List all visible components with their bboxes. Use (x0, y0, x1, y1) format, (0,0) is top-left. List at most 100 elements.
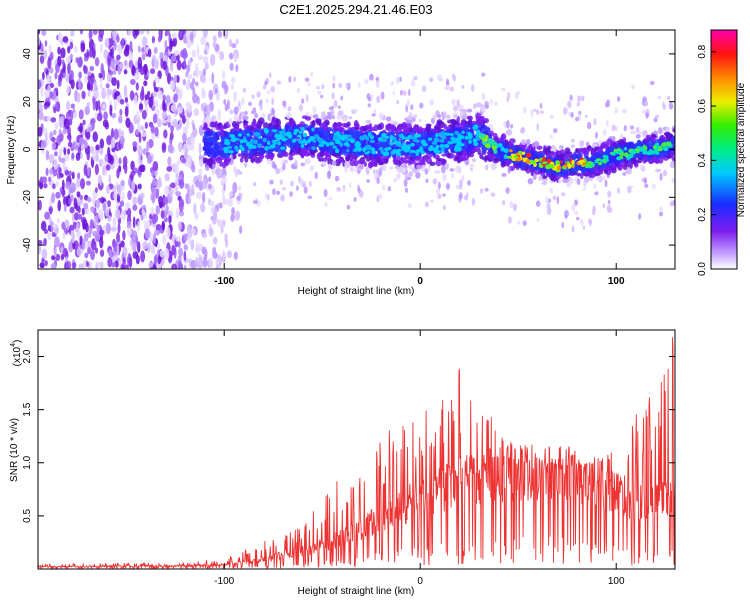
heat-cell (484, 164, 489, 171)
heat-cell (209, 54, 216, 66)
heat-cell (158, 30, 162, 40)
heat-cell (132, 196, 138, 206)
heat-core-cell (648, 149, 653, 153)
heat-core-cell (242, 136, 247, 141)
heat-cell (427, 150, 434, 155)
heat-cell (357, 184, 360, 192)
heat-core-cell (266, 140, 271, 146)
heat-cell (167, 122, 171, 128)
heat-cell (124, 97, 129, 103)
heat-cell (323, 188, 328, 197)
heat-cell (62, 128, 67, 135)
heat-cell (105, 222, 111, 235)
heat-core-cell (311, 127, 315, 132)
heat-cell (490, 192, 496, 197)
heat-cell (104, 153, 108, 162)
heat-cell (334, 124, 338, 133)
heat-cell (39, 176, 44, 183)
top-y-tick-label: -20 (22, 190, 33, 205)
heat-cell (429, 99, 434, 106)
heat-cell (400, 156, 404, 161)
heat-cell (128, 177, 131, 187)
heat-core-cell (253, 139, 258, 145)
bottom-y-axis-label: SNR (10 * v/v) (9, 418, 20, 482)
heat-cell (44, 101, 51, 107)
heat-cell (85, 131, 91, 140)
heat-cell (189, 188, 194, 197)
heat-cell (169, 131, 174, 141)
heat-cell (116, 54, 121, 61)
heat-cell (312, 113, 319, 119)
heat-core-cell (484, 143, 491, 148)
heat-cell (365, 119, 371, 124)
heat-cell (622, 108, 627, 114)
heat-cell (131, 234, 136, 244)
heat-cell (117, 184, 122, 197)
heat-cell (100, 196, 105, 204)
heat-cell (424, 168, 429, 175)
heat-cell (78, 263, 85, 269)
heat-cell (201, 246, 207, 255)
heat-cell (222, 197, 227, 205)
heat-cell (290, 180, 294, 187)
heat-cell (336, 127, 344, 132)
heat-cell (108, 249, 113, 257)
heat-cell (408, 164, 413, 170)
heat-cell (581, 95, 585, 102)
heat-cell (411, 78, 416, 87)
heat-cell (228, 198, 231, 203)
heat-core-cell (302, 132, 308, 138)
heat-cell (51, 137, 56, 143)
heat-cell (261, 112, 266, 120)
heat-cell (451, 172, 455, 180)
heat-cell (89, 146, 95, 154)
heat-cell (233, 91, 238, 103)
heat-cell (54, 151, 58, 157)
heat-cell (212, 41, 216, 48)
heat-cell (667, 96, 671, 100)
heat-cell (183, 59, 187, 68)
heat-core-cell (454, 144, 459, 150)
heat-cell (124, 106, 129, 118)
heat-cell (284, 124, 289, 132)
heat-cell (118, 259, 122, 267)
heat-core-cell (369, 139, 376, 144)
heat-cell (64, 169, 70, 176)
heat-cell (505, 187, 510, 194)
heat-cell (379, 166, 384, 172)
heat-cell (280, 194, 285, 202)
heat-cell (390, 125, 395, 132)
heat-cell (479, 187, 484, 194)
heat-cell (378, 193, 383, 200)
heat-cell (436, 110, 440, 116)
heat-cell (108, 70, 114, 76)
heat-cell (461, 175, 465, 182)
heat-cell (230, 214, 235, 222)
heat-cell (549, 134, 553, 139)
heat-core-cell (410, 142, 415, 147)
heat-core-cell (285, 131, 292, 135)
heat-cell (218, 202, 223, 209)
heat-cell (143, 80, 148, 87)
heat-cell (83, 164, 88, 176)
heat-cell (111, 112, 117, 119)
heat-cell (105, 164, 111, 171)
heat-cell (233, 165, 237, 173)
heat-core-cell (277, 133, 284, 139)
heat-cell (203, 122, 208, 130)
heat-cell (67, 148, 70, 155)
heat-core-cell (451, 138, 458, 144)
heat-cell (99, 146, 104, 156)
heat-cell (602, 203, 606, 209)
heat-core-cell (282, 133, 286, 139)
heat-cell (353, 119, 359, 127)
heat-cell (243, 162, 248, 168)
heat-cell (95, 153, 99, 162)
heat-cell (93, 83, 97, 91)
heat-cell (100, 261, 104, 269)
heat-cell (49, 91, 54, 100)
heat-cell (38, 126, 43, 137)
heat-cell (135, 254, 140, 265)
heat-cell (152, 161, 159, 172)
heat-cell (211, 214, 217, 225)
